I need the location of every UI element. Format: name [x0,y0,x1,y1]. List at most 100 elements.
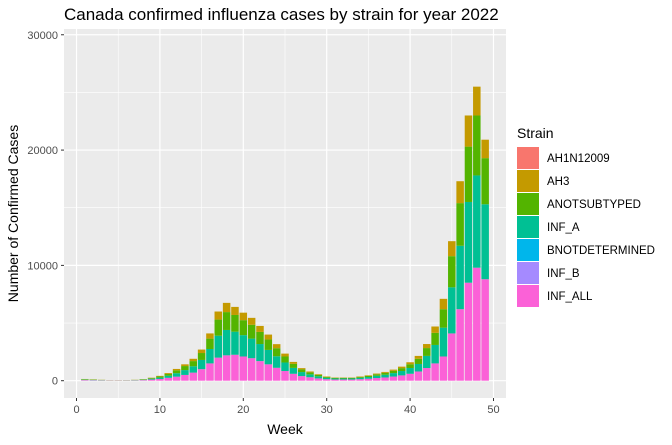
bar-segment-ah3 [231,306,239,315]
x-tick-label: 40 [404,404,416,416]
bar-segment-inf_a [372,375,381,379]
bar-segment-anotsubtyped [306,372,314,375]
bar-segment-anotsubtyped [181,366,189,371]
bar-segment-inf_all [439,356,448,381]
bar-segment-inf_all [464,282,473,381]
legend-label-inf_a: INF_A [547,222,580,234]
bar-segment-inf_all [431,363,439,381]
bar-segment-anotsubtyped [414,358,423,364]
bar-segment-inf_all [306,377,314,381]
bar-segment-inf_all [81,380,89,381]
bar-segment-inf_a [156,377,164,379]
bar-segment-inf_a [347,378,356,380]
legend-label-bnotdetermined: BNOTDETERMINED [547,245,655,257]
bar-segment-anotsubtyped [264,339,273,350]
bar-segment-inf_a [289,367,298,374]
bar-segment-inf_all [423,368,431,381]
grid-minor [64,29,506,398]
bar-segment-inf_a [322,377,331,380]
bar-segment-ah3 [314,374,323,375]
bar-segment-inf_a [398,371,406,376]
bar-segment-inf_a [147,378,156,380]
bar-segment-anotsubtyped [448,256,456,288]
bar-segment-ah3 [222,302,231,313]
bar-segment-inf_all [197,369,206,381]
bar-segment-inf_a [272,356,281,368]
bar-segment-inf_a [331,378,339,380]
bar-segment-inf_all [456,309,464,381]
bar-segment-ah3 [239,312,248,321]
bar-segment-anotsubtyped [364,375,373,378]
bar-segment-ah3 [431,326,439,333]
bar-segment-inf_a [339,378,348,380]
bar-segment-inf_all [347,379,356,381]
bar-segment-ah3 [398,366,406,369]
bar-segment-anotsubtyped [281,356,289,363]
legend-label-inf_b: INF_B [547,268,580,280]
bar-segment-ah3 [281,353,289,357]
bar-segment-inf_a [356,377,364,380]
bar-segment-anotsubtyped [389,370,398,374]
bar-segment-anotsubtyped [331,377,339,379]
bar-segment-ah3 [456,181,464,204]
bar-segment-inf_all [331,379,339,381]
bar-segment-anotsubtyped [356,376,364,378]
bar-segment-anotsubtyped [222,312,231,330]
bar-segment-ah3 [381,371,389,373]
bar-segment-anotsubtyped [272,348,281,357]
bar-segment-inf_a [197,359,206,370]
bar-segment-ah3 [297,368,306,370]
bar-segment-anotsubtyped [456,203,464,246]
bar-segment-anotsubtyped [372,374,381,376]
bar-segment-anotsubtyped [297,369,306,373]
bar-segment-ah3 [389,369,398,371]
bar-segment-inf_all [339,379,348,381]
bar-segment-anotsubtyped [322,376,331,378]
bar-segment-anotsubtyped [172,370,181,374]
bar-segment-anotsubtyped [256,331,264,345]
bar-segment-inf_all [189,372,198,381]
bar-segment-ah3 [372,373,381,375]
bar-segment-inf_a [456,245,464,310]
chart-title: Canada confirmed influenza cases by stra… [64,5,499,24]
bar-segment-anotsubtyped [214,319,223,336]
x-axis-title: Week [267,421,304,437]
bar-segment-inf_all [156,378,164,381]
bar-segment-inf_a [473,175,481,268]
bar-segment-inf_a [306,374,314,378]
bar-segment-inf_all [247,358,256,381]
bar-segment-inf_all [206,363,214,381]
legend-swatch-anotsubtyped [517,193,539,215]
bar-segment-anotsubtyped [164,374,172,376]
bar-segment-ah3 [423,344,431,349]
bars [81,86,489,381]
bar-segment-inf_a [389,373,398,377]
legend-swatch-inf_b [517,262,539,284]
legend-swatch-bnotdetermined [517,239,539,261]
bar-segment-inf_a [481,204,489,280]
bar-segment-inf_all [322,379,331,381]
bar-segment-anotsubtyped [247,324,256,339]
bar-segment-inf_all [389,376,398,381]
bar-segment-ah3 [172,368,181,371]
bar-segment-inf_a [231,331,239,355]
x-tick-label: 10 [154,404,166,416]
x-tick-label: 0 [73,404,79,416]
bar-segment-inf_all [214,357,223,381]
bar-segment-ah3 [406,362,414,365]
bar-segment-inf_all [281,371,289,381]
bar-segment-inf_a [222,329,231,356]
bar-segment-anotsubtyped [381,372,389,375]
bar-segment-ah3 [364,375,373,376]
bar-segment-inf_all [372,378,381,381]
y-tick-label: 30000 [27,30,58,42]
bar-segment-inf_all [473,267,481,381]
legend-label-ah1n12009: AH1N12009 [547,153,610,165]
bar-segment-anotsubtyped [289,363,298,368]
bar-segment-anotsubtyped [197,353,206,360]
bar-segment-inf_a [206,348,214,364]
bar-segment-ah3 [264,334,273,340]
bar-segment-inf_all [222,355,231,381]
bar-segment-ah3 [272,344,281,349]
bar-segment-ah3 [289,361,298,364]
